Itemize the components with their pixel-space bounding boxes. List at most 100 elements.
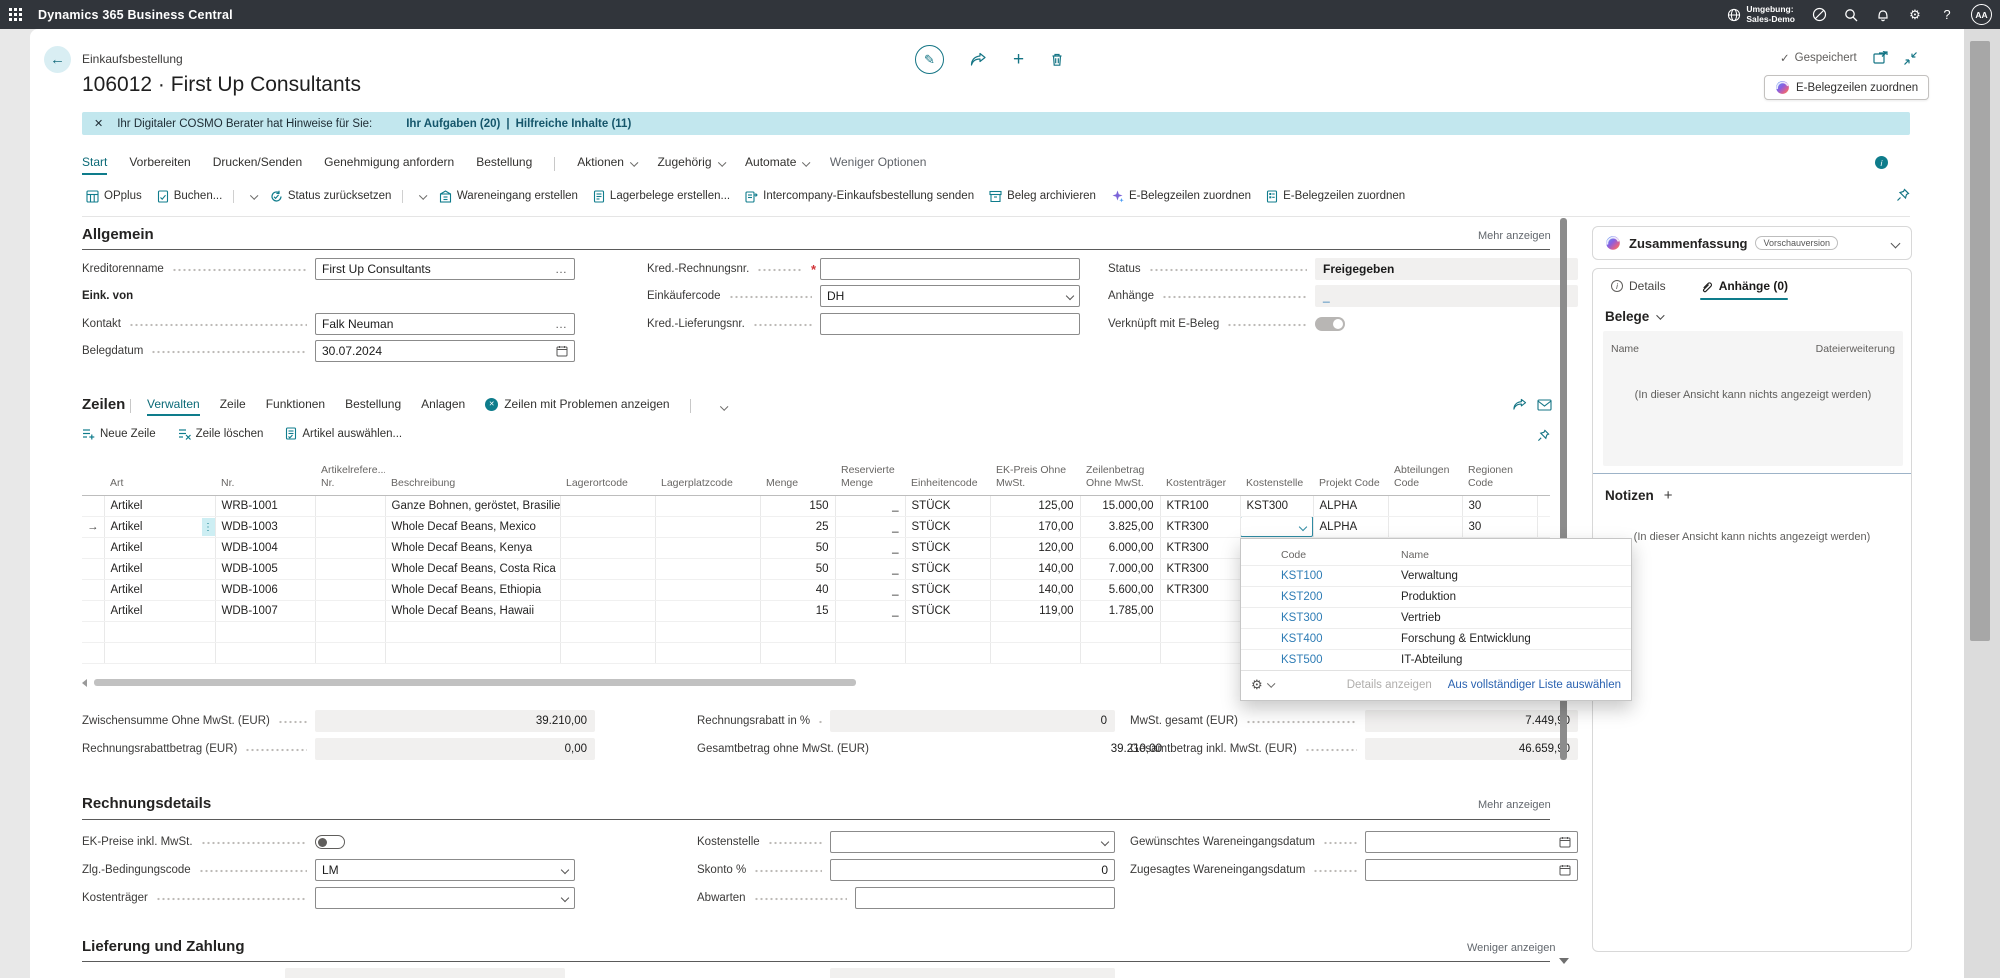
skonto-field[interactable]: 0 bbox=[830, 859, 1115, 881]
dropdown-option[interactable]: KST300 Vertrieb bbox=[1241, 607, 1631, 628]
calendar-icon[interactable] bbox=[556, 345, 568, 357]
kontakt-field[interactable]: Falk Neuman … bbox=[315, 313, 575, 335]
table-row[interactable]: Artikel WRB-1001 Ganze Bohnen, geröstet, … bbox=[82, 495, 1550, 518]
col-regionen-code[interactable]: Regionen Code bbox=[1462, 462, 1537, 497]
page-scrollbar-thumb[interactable] bbox=[1970, 41, 1990, 641]
chevron-down-icon[interactable] bbox=[560, 893, 570, 903]
col-einheitencode[interactable]: Einheitencode bbox=[905, 462, 990, 497]
rabattbetrag-value[interactable]: 0,00 bbox=[315, 738, 595, 760]
col-abteilungen-code[interactable]: Abteilungen Code bbox=[1388, 462, 1462, 497]
col-lagerortcode[interactable]: Lagerortcode bbox=[560, 462, 655, 497]
anhaenge-value[interactable]: _ bbox=[1315, 285, 1578, 307]
col-beschreibung[interactable]: Beschreibung bbox=[385, 462, 560, 497]
lookup-ellipsis-icon[interactable]: … bbox=[555, 262, 568, 276]
app-title[interactable]: Dynamics 365 Business Central bbox=[38, 7, 233, 22]
row-kebab-menu-icon[interactable]: ⋮ bbox=[201, 518, 214, 537]
tab-genehmigung[interactable]: Genehmigung anfordern bbox=[324, 155, 455, 169]
dropdown-col-code[interactable]: Code bbox=[1281, 549, 1307, 561]
new-document-button[interactable]: + bbox=[1013, 48, 1025, 70]
banner-close-icon[interactable]: ✕ bbox=[94, 118, 104, 130]
dropdown-option[interactable]: KST200 Produktion bbox=[1241, 586, 1631, 607]
kreditorenname-field[interactable]: First Up Consultants … bbox=[315, 258, 575, 280]
full-list-link[interactable]: Aus vollständiger Liste auswählen bbox=[1447, 678, 1621, 691]
lines-tab-zeile[interactable]: Zeile bbox=[219, 397, 246, 411]
back-button[interactable]: ← bbox=[44, 46, 71, 73]
belegdatum-field[interactable]: 30.07.2024 bbox=[315, 340, 575, 362]
table-hscroll-thumb[interactable] bbox=[94, 679, 856, 686]
settings-gear-icon[interactable]: ⚙ bbox=[1909, 6, 1921, 22]
user-avatar[interactable]: AA bbox=[1971, 4, 1992, 25]
dropdown-col-name[interactable]: Name bbox=[1401, 549, 1430, 561]
app-launcher-icon[interactable] bbox=[0, 8, 30, 21]
less-options-link[interactable]: Weniger Optionen bbox=[829, 155, 927, 169]
tab-vorbereiten[interactable]: Vorbereiten bbox=[129, 155, 191, 169]
einkaeufercode-select[interactable]: DH bbox=[820, 285, 1080, 307]
email-lines-icon[interactable] bbox=[1537, 399, 1552, 411]
rabatt-pct-value[interactable]: 0 bbox=[830, 710, 1115, 732]
zugesagtes-datum-field[interactable] bbox=[1365, 859, 1578, 881]
page-scrollbar-track[interactable] bbox=[1964, 29, 2000, 978]
lieferung-less-link[interactable]: Weniger anzeigen bbox=[1467, 942, 1556, 954]
menu-aktionen[interactable]: Aktionen bbox=[577, 155, 639, 173]
dropdown-settings-gear-icon[interactable]: ⚙ bbox=[1251, 677, 1275, 693]
lines-tab-verwalten[interactable]: Verwalten bbox=[147, 397, 200, 416]
col-ek-preis[interactable]: EK-Preis Ohne MwSt. bbox=[990, 462, 1080, 497]
status-dropdown[interactable] bbox=[410, 190, 428, 202]
tab-bestellung[interactable]: Bestellung bbox=[476, 155, 533, 169]
col-lagerplatzcode[interactable]: Lagerplatzcode bbox=[655, 462, 760, 497]
action-opplus[interactable]: OPplus bbox=[82, 189, 146, 203]
assign-edoc-lines-button[interactable]: E-Belegzeilen zuordnen bbox=[1764, 75, 1930, 100]
section-rechnungsdetails-title[interactable]: Rechnungsdetails bbox=[82, 795, 212, 812]
lines-show-problems[interactable]: ✕ Zeilen mit Problemen anzeigen bbox=[485, 397, 670, 415]
search-icon[interactable] bbox=[1843, 7, 1859, 23]
chevron-down-icon[interactable] bbox=[1065, 291, 1075, 301]
lines-tab-bestellung[interactable]: Bestellung bbox=[345, 397, 402, 411]
doc-col-name[interactable]: Name bbox=[1611, 343, 1640, 355]
scroll-down-icon[interactable] bbox=[1559, 958, 1569, 964]
banner-tasks-link[interactable]: Ihr Aufgaben (20) bbox=[406, 117, 501, 130]
chevron-down-icon[interactable] bbox=[560, 865, 570, 875]
col-nr[interactable]: Nr. bbox=[215, 462, 315, 497]
tab-start[interactable]: Start bbox=[82, 155, 108, 175]
menu-automate[interactable]: Automate bbox=[745, 155, 811, 173]
action-intercompany-senden[interactable]: Intercompany-Einkaufsbestellung senden bbox=[741, 190, 978, 203]
section-zeilen-title[interactable]: Zeilen bbox=[82, 396, 126, 413]
col-artikelref[interactable]: Artikelrefere... Nr. bbox=[315, 462, 385, 497]
banner-content-link[interactable]: Hilfreiche Inhalte (11) bbox=[515, 117, 632, 130]
abwarten-field[interactable] bbox=[855, 887, 1115, 909]
open-in-window-icon[interactable] bbox=[1873, 51, 1889, 64]
gewuenschtes-datum-field[interactable] bbox=[1365, 831, 1578, 853]
environment-picker[interactable]: Umgebung: Sales-Demo bbox=[1727, 4, 1795, 25]
action-edoc-zuordnen-copilot[interactable]: E-Belegzeilen zuordnen bbox=[1107, 190, 1255, 203]
action-edoc-zuordnen[interactable]: E-Belegzeilen zuordnen bbox=[1262, 189, 1409, 203]
edit-button[interactable]: ✎ bbox=[915, 45, 944, 74]
action-lagerbelege[interactable]: Lagerbelege erstellen... bbox=[589, 189, 734, 203]
tab-anhaenge[interactable]: Anhänge (0) bbox=[1699, 279, 1789, 300]
verknuepft-ebeleg-toggle[interactable] bbox=[1315, 317, 1345, 331]
copilot-icon[interactable] bbox=[1811, 7, 1827, 23]
scroll-left-icon[interactable] bbox=[82, 679, 87, 687]
kostentraeger-select[interactable] bbox=[315, 887, 575, 909]
section-lieferung-title[interactable]: Lieferung und Zahlung bbox=[82, 938, 245, 955]
buchen-dropdown[interactable] bbox=[241, 190, 259, 202]
lines-tab-funktionen[interactable]: Funktionen bbox=[265, 397, 326, 411]
new-line-button[interactable]: Neue Zeile bbox=[83, 427, 156, 440]
breadcrumb[interactable]: Einkaufsbestellung bbox=[82, 52, 183, 66]
col-menge[interactable]: Menge bbox=[760, 462, 835, 497]
help-icon[interactable]: ? bbox=[1943, 7, 1951, 22]
col-zeilenbetrag[interactable]: Zeilenbetrag Ohne MwSt. bbox=[1080, 462, 1160, 497]
doc-col-ext[interactable]: Dateierweiterung bbox=[1815, 343, 1895, 355]
delete-trash-icon[interactable] bbox=[1050, 52, 1064, 67]
collapse-icon[interactable] bbox=[1903, 51, 1918, 66]
kred-lieferungsnr-field[interactable] bbox=[820, 313, 1080, 335]
ek-preise-inkl-toggle[interactable] bbox=[315, 835, 345, 849]
kostenstelle-select[interactable] bbox=[830, 831, 1115, 853]
calendar-icon[interactable] bbox=[1559, 836, 1571, 848]
content-scrollbar-thumb[interactable] bbox=[1560, 218, 1567, 760]
menu-zugehoerig[interactable]: Zugehörig bbox=[657, 155, 726, 173]
chevron-down-icon[interactable] bbox=[1890, 238, 1901, 248]
table-row-empty[interactable] bbox=[82, 621, 1550, 644]
lines-menu-dropdown[interactable] bbox=[711, 399, 729, 413]
calendar-icon[interactable] bbox=[1559, 864, 1571, 876]
chevron-down-icon[interactable] bbox=[1100, 837, 1110, 847]
